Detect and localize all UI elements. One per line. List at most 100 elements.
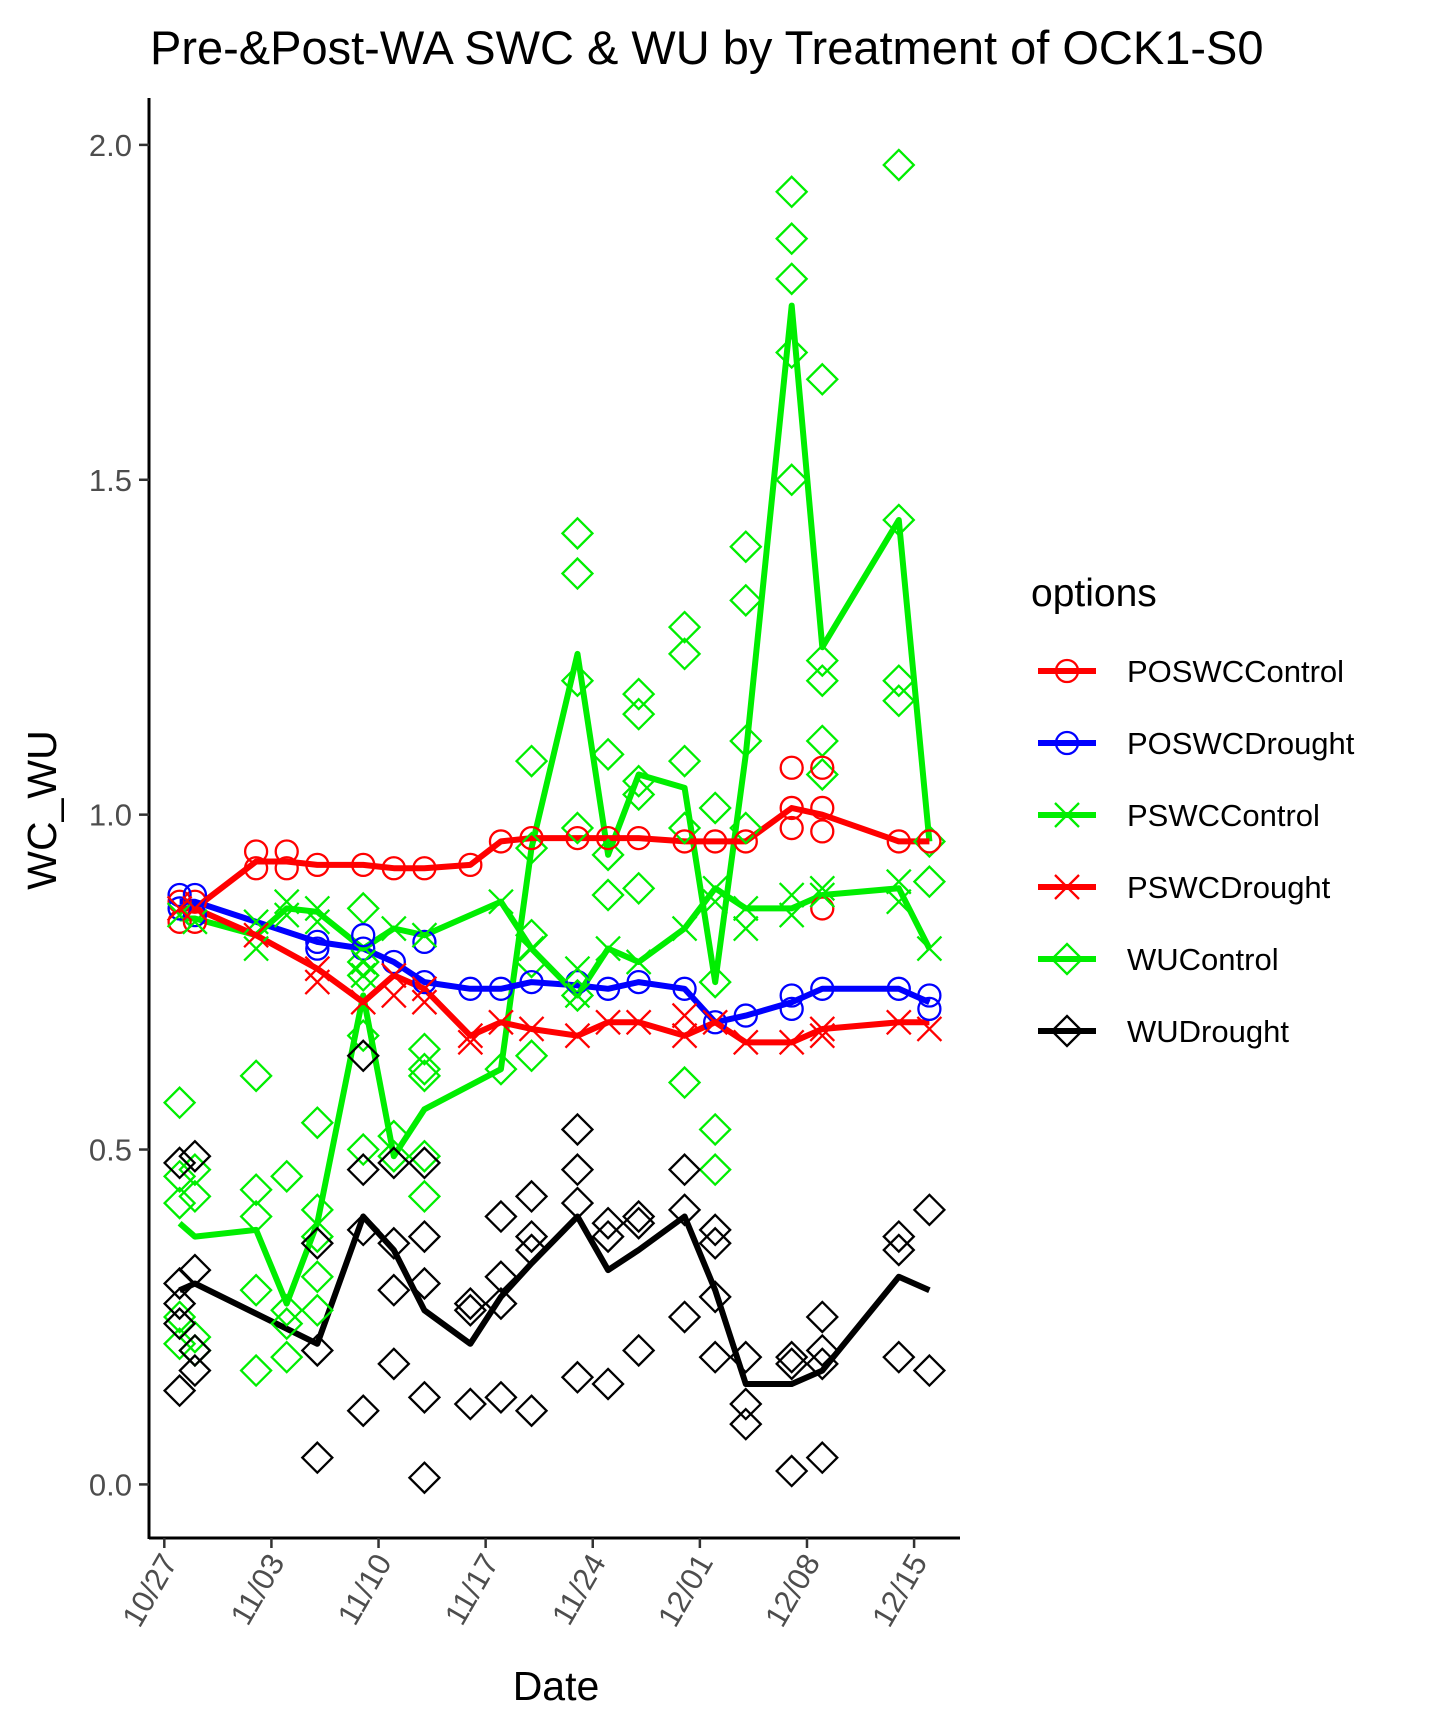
data-point	[595, 935, 621, 962]
data-point	[239, 1353, 273, 1388]
data-point	[300, 1219, 334, 1254]
data-point	[622, 1199, 656, 1234]
data-point	[912, 865, 947, 899]
data-point	[672, 976, 697, 1001]
data-point	[162, 1300, 197, 1334]
data-point	[778, 882, 805, 908]
data-point	[917, 983, 942, 1008]
data-point	[484, 1199, 518, 1234]
data-point	[882, 1233, 916, 1267]
legend-key-marker	[1054, 874, 1080, 900]
data-point	[514, 1179, 549, 1214]
data-point	[182, 895, 208, 922]
data-point	[346, 1394, 380, 1428]
data-point	[779, 996, 804, 1022]
data-point	[591, 838, 625, 872]
data-point	[407, 1032, 442, 1066]
data-point	[488, 888, 514, 915]
x-tick-label: 11/24	[545, 1548, 613, 1631]
data-point	[698, 1226, 732, 1260]
x-tick-label: 12/08	[758, 1548, 827, 1633]
data-point	[810, 976, 835, 1001]
data-point	[182, 889, 208, 914]
data-point	[667, 811, 702, 845]
data-point	[775, 262, 809, 296]
data-point	[377, 1146, 411, 1180]
data-point	[300, 1293, 334, 1327]
data-point	[351, 852, 376, 878]
data-point	[514, 744, 549, 778]
data-point	[626, 969, 651, 995]
data-point	[917, 996, 942, 1022]
data-point	[779, 795, 804, 821]
data-point	[350, 989, 377, 1016]
data-point	[591, 878, 625, 912]
data-point	[270, 1340, 304, 1374]
data-point	[805, 724, 839, 758]
data-point	[885, 868, 912, 895]
data-point	[882, 1340, 916, 1374]
y-tick-label: 2.0	[89, 128, 132, 163]
data-point	[178, 1153, 212, 1187]
data-point	[162, 1307, 197, 1341]
data-point	[377, 1119, 411, 1153]
data-point	[178, 1139, 212, 1173]
data-point	[775, 175, 809, 209]
y-axis-label: WC_WU	[19, 730, 65, 889]
data-point	[305, 852, 330, 878]
data-point	[270, 1159, 304, 1193]
data-point	[484, 1286, 518, 1321]
data-point	[300, 1193, 334, 1227]
data-point	[732, 915, 759, 942]
data-point	[305, 936, 330, 961]
data-point	[273, 902, 300, 928]
data-point	[698, 791, 732, 825]
data-point	[488, 1009, 514, 1036]
data-point	[167, 896, 192, 921]
data-point	[779, 755, 804, 780]
data-point	[775, 222, 809, 256]
data-point	[412, 969, 437, 995]
data-point	[625, 949, 652, 975]
data-point	[805, 643, 839, 678]
data-point	[560, 516, 595, 550]
data-point	[809, 875, 836, 902]
data-point	[667, 1153, 702, 1187]
x-axis-label: Date	[513, 1663, 600, 1709]
data-point	[239, 1273, 273, 1307]
data-point	[595, 976, 621, 1001]
data-point	[775, 1454, 809, 1488]
data-point	[667, 1193, 702, 1227]
data-point	[488, 829, 514, 854]
data-point	[412, 856, 437, 881]
data-point	[622, 697, 656, 731]
data-point	[407, 1146, 442, 1180]
data-point	[729, 1407, 763, 1441]
data-point	[300, 1106, 334, 1140]
data-point	[162, 1374, 197, 1408]
data-point	[182, 902, 208, 928]
data-point	[703, 829, 728, 854]
data-point	[667, 610, 702, 644]
data-point	[560, 1112, 595, 1147]
series-points-PSWCControl	[166, 868, 943, 1009]
data-point	[886, 829, 911, 854]
data-point	[270, 1293, 304, 1327]
data-point	[377, 1347, 411, 1381]
axes	[147, 98, 960, 1540]
data-point	[178, 1253, 212, 1287]
data-point	[182, 909, 208, 934]
data-point	[304, 969, 331, 995]
legend-key-marker	[1054, 658, 1080, 684]
data-point	[732, 895, 759, 922]
y-tick-label: 0.0	[89, 1467, 132, 1502]
data-point	[350, 962, 377, 989]
data-point	[381, 856, 406, 881]
data-point	[518, 1016, 545, 1042]
legend-items: POSWCControl POSWCDrought PSWCControl PSWCD…	[1038, 654, 1355, 1049]
legend-item-PSWCDrought: PSWCDrought	[1038, 870, 1331, 905]
data-point	[407, 1266, 442, 1301]
data-point	[243, 922, 269, 949]
data-point	[729, 530, 763, 564]
data-point	[622, 871, 656, 905]
